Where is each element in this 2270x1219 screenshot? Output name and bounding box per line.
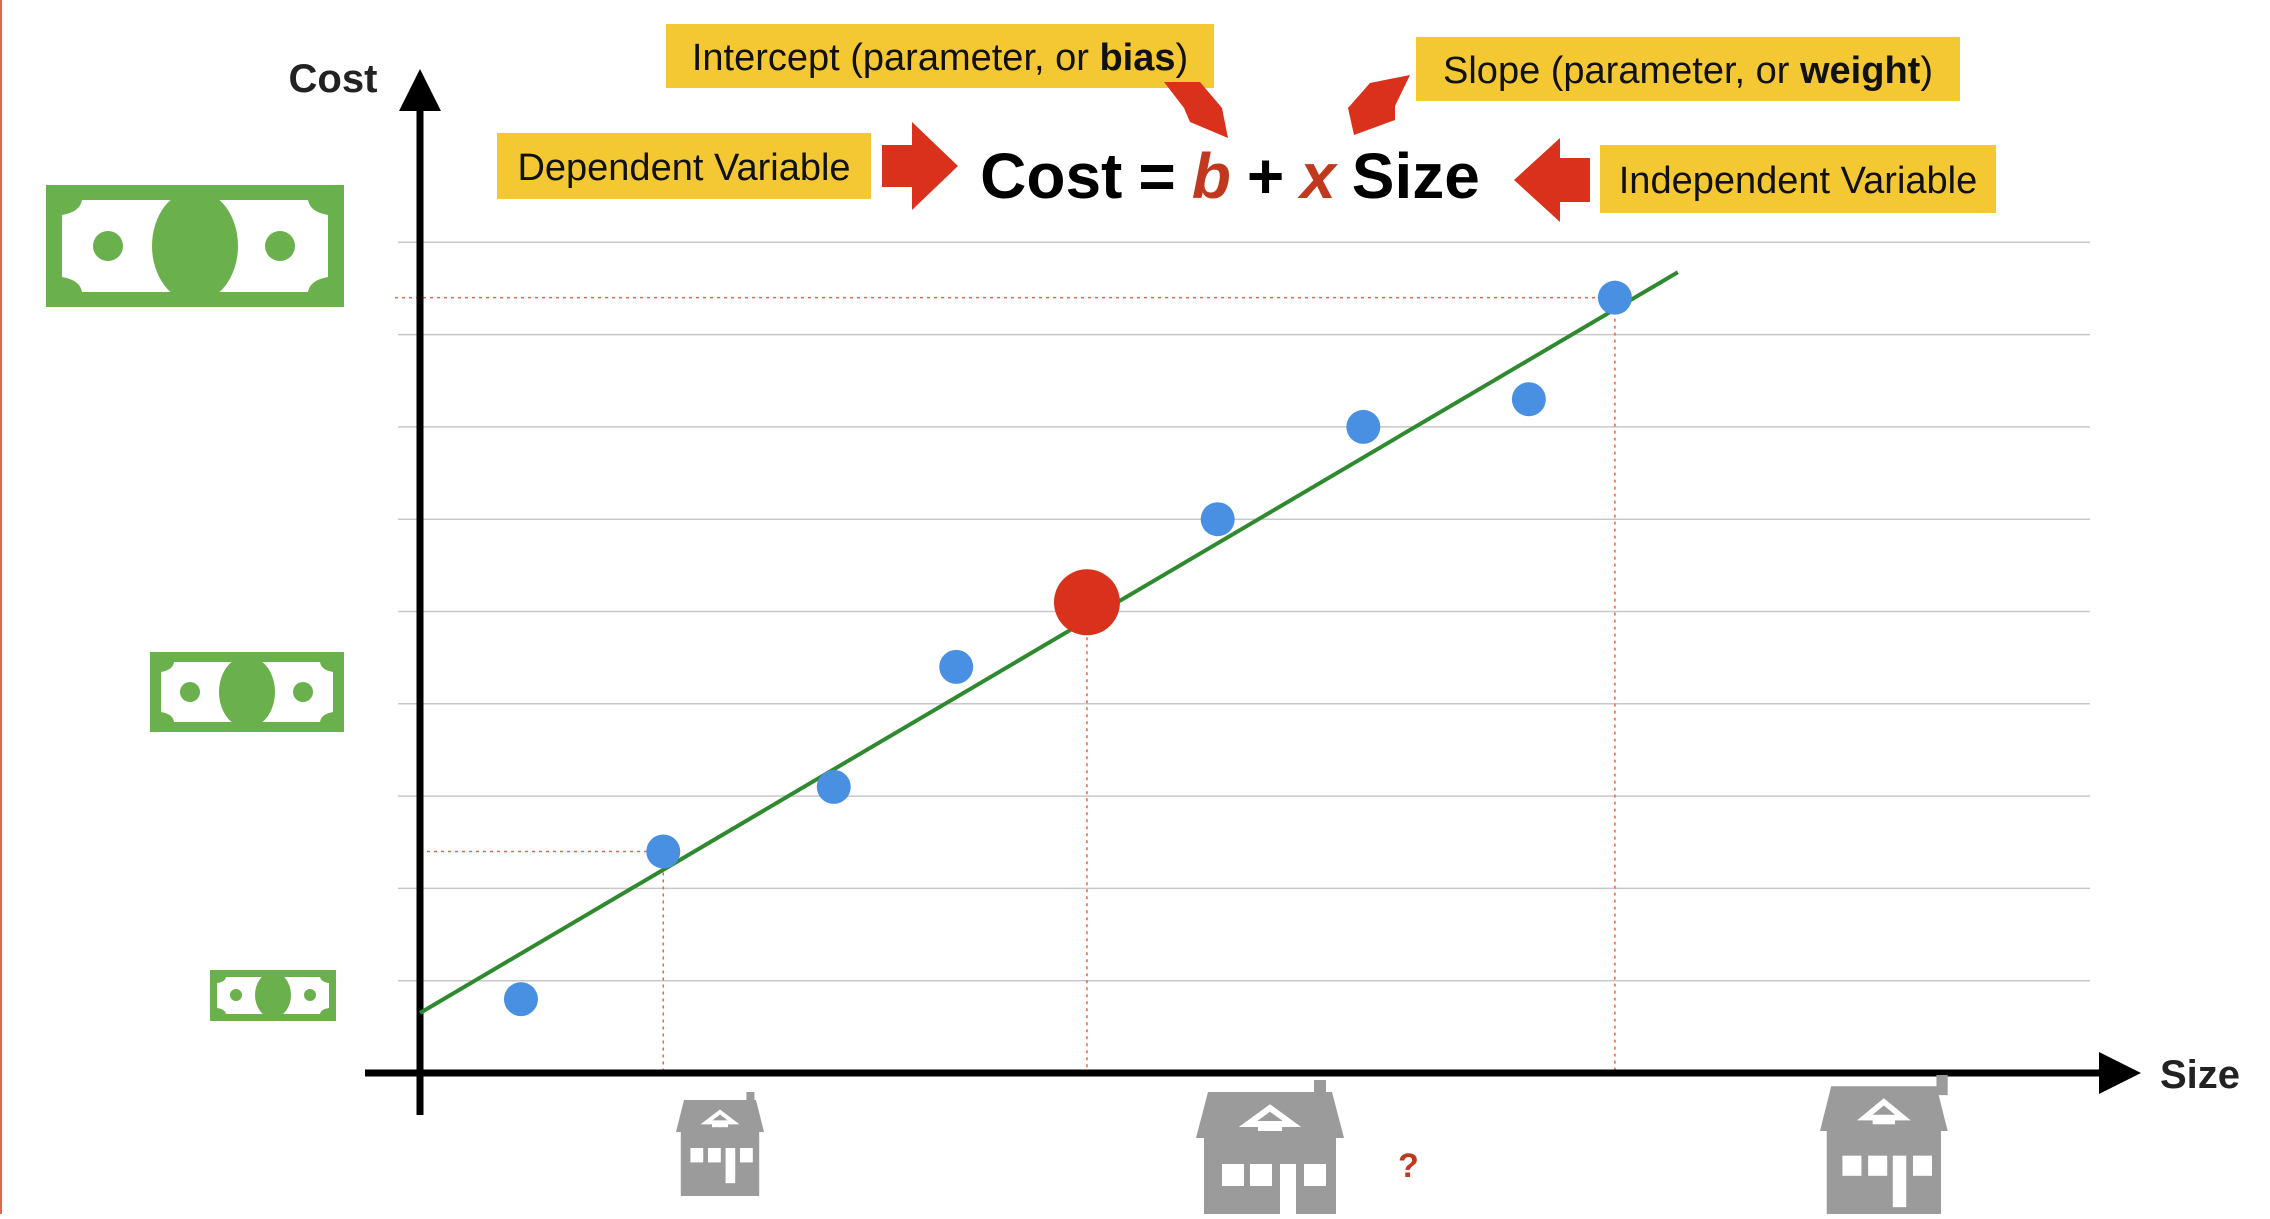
intercept-label-suffix: ) xyxy=(1176,37,1189,79)
independent-variable-callout xyxy=(1600,145,1996,213)
dependent-arrow-icon xyxy=(882,122,958,210)
equation-slope-symbol: x xyxy=(1297,140,1338,212)
slope-label-prefix: Slope (parameter, or xyxy=(1443,50,1800,92)
equation-equals: = xyxy=(1138,140,1175,212)
data-points xyxy=(503,280,1632,1017)
house-icon-large xyxy=(1820,1075,1948,1219)
dependent-variable-callout xyxy=(497,133,871,199)
money-icon-large xyxy=(46,185,344,307)
equation-intercept-symbol: b xyxy=(1192,140,1231,212)
data-point-1 xyxy=(503,982,538,1017)
independent-variable-label: Independent Variable xyxy=(1619,160,1977,202)
data-point-6 xyxy=(1200,502,1235,537)
independent-arrow-icon xyxy=(1514,138,1590,222)
slope-label-bold: weight xyxy=(1799,50,1921,92)
intercept-label: Intercept (parameter, or bias) xyxy=(692,37,1188,79)
fit-line-group xyxy=(418,270,1679,1015)
y-axis-label: Cost xyxy=(289,57,378,101)
intercept-callout xyxy=(666,24,1214,88)
intercept-label-bold: bias xyxy=(1099,37,1175,79)
slide-left-edge xyxy=(0,0,2,1214)
data-point-3 xyxy=(816,769,851,804)
guide-lines xyxy=(395,296,1616,1073)
house-icon-medium xyxy=(1196,1080,1344,1219)
dependent-variable-label: Dependent Variable xyxy=(517,147,850,189)
intercept-arrow-icon xyxy=(1164,82,1228,138)
equation-rhs-variable: Size xyxy=(1352,140,1480,212)
x-axis-label: Size xyxy=(2160,1053,2240,1097)
slope-arrow-icon xyxy=(1348,75,1410,135)
data-point-9 xyxy=(1597,280,1632,315)
regression-equation: Cost = b + x Size xyxy=(980,140,1480,212)
equation-lhs: Cost xyxy=(980,140,1122,212)
intercept-label-prefix: Intercept (parameter, or xyxy=(692,37,1100,79)
house-icon-small xyxy=(676,1092,764,1196)
slope-label-suffix: ) xyxy=(1920,50,1933,92)
slope-callout xyxy=(1416,37,1960,101)
equation-plus: + xyxy=(1247,140,1284,212)
prediction-point xyxy=(1053,569,1120,636)
money-icon-medium xyxy=(150,652,344,732)
data-point-8 xyxy=(1511,382,1546,417)
data-point-4 xyxy=(939,649,974,684)
prediction-question-mark: ? xyxy=(1398,1147,1419,1185)
money-icon-small xyxy=(210,970,336,1021)
data-point-7 xyxy=(1346,409,1381,444)
slope-label: Slope (parameter, or weight) xyxy=(1443,50,1933,92)
gridlines xyxy=(398,241,2090,982)
fit-line xyxy=(418,270,1679,1015)
data-point-2 xyxy=(646,834,681,869)
